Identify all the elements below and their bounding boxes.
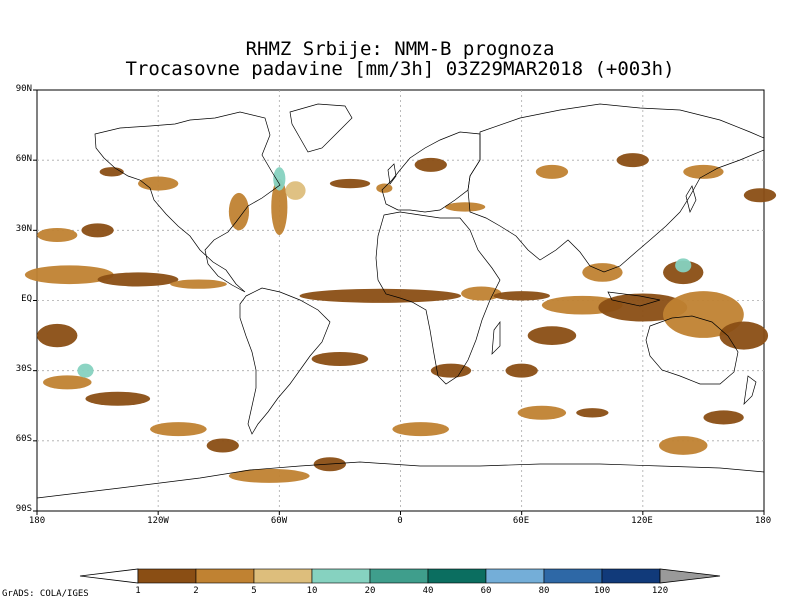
lat-label: EQ	[21, 294, 32, 304]
colorbar-label: 40	[422, 586, 434, 596]
lat-label: 90S	[15, 504, 32, 514]
colorbar-swatch	[369, 568, 429, 584]
precip-area	[675, 258, 692, 273]
axis-ticks	[33, 89, 765, 515]
precip-area	[37, 227, 78, 243]
lat-label: 60S	[15, 434, 32, 444]
lat-label: 90N	[15, 84, 32, 94]
precip-area	[392, 422, 449, 437]
lon-label: 180	[754, 516, 772, 526]
precip-area	[311, 351, 369, 366]
precip-area	[170, 279, 227, 289]
colorbar-label: 2	[193, 586, 199, 596]
precip-area	[206, 438, 239, 453]
title-line-2: Trocasovne padavine [mm/3h] 03Z29MAR2018…	[125, 58, 675, 80]
colorbar-label: 1	[135, 586, 141, 596]
colorbar-swatch	[601, 568, 661, 584]
coast-north-america	[94, 111, 281, 293]
credit-text: GrADS: COLA/IGES	[2, 589, 89, 599]
precip-area	[444, 202, 486, 212]
precip-area	[719, 321, 769, 350]
coast-new-zealand	[743, 375, 757, 405]
precip-area	[683, 164, 724, 179]
colorbar-swatch	[485, 568, 545, 584]
lon-label: 0	[397, 516, 403, 526]
coast-indonesia	[607, 291, 661, 307]
colorbar-swatch	[427, 568, 487, 584]
coast-asia	[467, 103, 765, 273]
precip-area	[743, 188, 777, 203]
lon-label: 120W	[147, 516, 169, 526]
coast-japan	[685, 185, 697, 214]
precip-area	[493, 291, 550, 301]
precip-area	[576, 408, 609, 418]
precip-area	[663, 291, 744, 338]
precip-area	[527, 326, 577, 345]
colorbar-swatch	[137, 568, 197, 584]
lon-label: 180	[28, 516, 46, 526]
precip-area	[43, 375, 92, 390]
lon-label: 120E	[631, 516, 653, 526]
precip-area	[430, 363, 472, 378]
colorbar	[79, 568, 721, 584]
precip-area	[414, 157, 447, 172]
coast-greenland	[289, 103, 353, 153]
lon-label: 60W	[270, 516, 288, 526]
coast-antarctica	[36, 461, 765, 499]
precip-area	[658, 436, 708, 455]
lat-label: 60N	[15, 154, 32, 164]
colorbar-swatch	[253, 568, 313, 584]
colorbar-swatch	[311, 568, 371, 584]
coast-australia	[645, 315, 739, 385]
precip-area	[616, 153, 649, 168]
precip-area	[273, 167, 286, 191]
lat-label: 30N	[15, 224, 32, 234]
precip-area	[517, 405, 567, 420]
colorbar-label: 5	[251, 586, 257, 596]
colorbar-label: 120	[651, 586, 669, 596]
colorbar-label: 20	[364, 586, 376, 596]
coast-uk	[387, 163, 397, 185]
precip-area	[505, 363, 538, 378]
colorbar-label: 60	[480, 586, 492, 596]
coastlines	[36, 103, 765, 499]
precip-area	[376, 183, 393, 193]
precip-area	[228, 468, 310, 483]
colorbar-swatch	[543, 568, 603, 584]
precip-area	[81, 223, 114, 238]
lon-label: 60E	[512, 516, 530, 526]
title-line-1: RHMZ Srbije: NMM-B prognoza	[245, 38, 555, 60]
precip-area	[99, 167, 124, 177]
precip-area	[37, 323, 78, 348]
precip-area	[85, 391, 151, 406]
colorbar-label: 80	[538, 586, 550, 596]
precip-area	[582, 263, 623, 282]
precip-area	[535, 164, 569, 179]
coast-madagascar	[491, 320, 501, 355]
precip-area	[24, 265, 114, 285]
precip-area	[299, 288, 462, 303]
colorbar-label: 10	[306, 586, 318, 596]
coast-south-america	[239, 287, 331, 435]
precip-area	[97, 272, 179, 287]
colorbar-label: 100	[593, 586, 611, 596]
colorbar-under-triangle	[79, 568, 139, 584]
colorbar-swatch	[195, 568, 255, 584]
precip-area	[150, 422, 207, 437]
colorbar-over-triangle	[659, 568, 721, 584]
precip-area	[77, 363, 94, 378]
precip-area	[703, 410, 744, 425]
coast-africa	[375, 211, 501, 385]
precip-area	[329, 178, 371, 189]
precip-area	[271, 178, 288, 236]
precip-area	[285, 181, 306, 200]
precip-area	[228, 192, 250, 231]
lat-label: 30S	[15, 364, 32, 374]
precip-area	[137, 176, 179, 191]
